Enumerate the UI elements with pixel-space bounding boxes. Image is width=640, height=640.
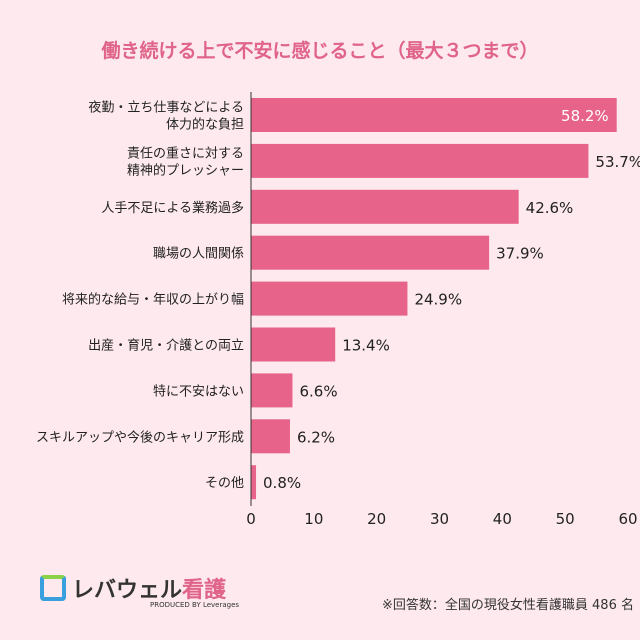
bar bbox=[251, 235, 490, 270]
logo-subtitle: PRODUCED BY Leverages bbox=[150, 601, 240, 609]
category-label: 責任の重さに対する bbox=[127, 145, 244, 161]
value-label: 42.6% bbox=[526, 199, 574, 217]
bar bbox=[251, 465, 257, 500]
brand-logo: レバウェル 看護 PRODUCED BY Leverages bbox=[40, 572, 239, 609]
chart-title: 働き続ける上で不安に感じること（最大３つまで） bbox=[101, 40, 539, 62]
bar bbox=[251, 373, 293, 408]
bar bbox=[251, 98, 617, 132]
category-label: 職場の人間関係 bbox=[153, 247, 244, 262]
value-label: 53.7% bbox=[595, 153, 640, 171]
value-label: 37.9% bbox=[496, 245, 544, 263]
category-label: その他 bbox=[205, 476, 244, 491]
respondent-note: ※回答数：全国の現役女性看護職員 486 名 bbox=[382, 598, 634, 613]
value-label: 6.2% bbox=[297, 428, 335, 446]
bar bbox=[251, 281, 408, 316]
category-label: 将来的な給与・年収の上がり幅 bbox=[62, 292, 244, 308]
category-label: 夜勤・立ち仕事などによる bbox=[88, 101, 244, 116]
bar bbox=[251, 143, 589, 178]
value-label: 13.4% bbox=[342, 337, 390, 355]
x-tick-label: 40 bbox=[493, 510, 512, 528]
value-label: 6.6% bbox=[299, 382, 337, 400]
value-label: 0.8% bbox=[263, 474, 301, 492]
bar bbox=[251, 327, 336, 362]
category-label: 特に不安はない bbox=[153, 384, 244, 399]
bar bbox=[251, 419, 290, 454]
category-label: 出産・育児・介護との両立 bbox=[88, 338, 244, 354]
x-tick-label: 10 bbox=[304, 510, 323, 528]
x-tick-label: 60 bbox=[618, 510, 637, 528]
logo-name: レバウェル bbox=[72, 578, 183, 603]
bar bbox=[251, 189, 519, 224]
category-label: 人手不足による業務過多 bbox=[101, 200, 244, 216]
category-label: スキルアップや今後のキャリア形成 bbox=[36, 429, 244, 445]
x-tick-label: 50 bbox=[556, 510, 575, 528]
category-label: 体力的な負担 bbox=[166, 117, 244, 133]
value-label: 58.2% bbox=[561, 107, 609, 125]
category-label: 精神的プレッシャー bbox=[127, 162, 244, 178]
x-tick-label: 30 bbox=[430, 510, 449, 528]
value-label: 24.9% bbox=[414, 291, 462, 309]
logo-mark-icon bbox=[40, 575, 66, 601]
x-tick-label: 20 bbox=[367, 510, 386, 528]
logo-name-accent: 看護 bbox=[182, 578, 227, 603]
x-tick-label: 0 bbox=[246, 510, 256, 528]
